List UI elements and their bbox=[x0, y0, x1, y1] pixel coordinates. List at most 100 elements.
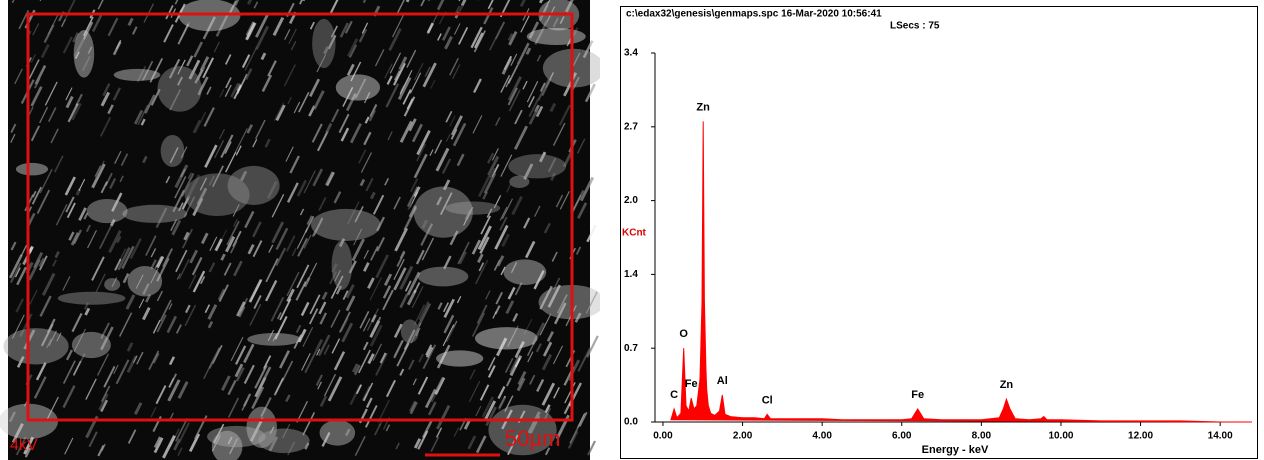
texture-streak bbox=[224, 84, 232, 97]
texture-streak bbox=[528, 21, 540, 39]
texture-streak bbox=[535, 105, 544, 118]
texture-streak bbox=[137, 104, 149, 126]
texture-streak bbox=[290, 40, 297, 51]
texture-streak bbox=[517, 370, 527, 386]
texture-streak bbox=[188, 274, 197, 290]
texture-streak bbox=[435, 376, 444, 391]
texture-streak bbox=[443, 314, 455, 334]
texture-streak bbox=[40, 323, 54, 347]
texture-streak bbox=[48, 330, 57, 347]
texture-streak bbox=[376, 216, 385, 232]
texture-streak bbox=[171, 219, 182, 236]
texture-streak bbox=[163, 24, 174, 43]
texture-streak bbox=[544, 404, 551, 414]
texture-streak bbox=[15, 436, 27, 456]
texture-streak bbox=[39, 295, 52, 317]
texture-streak bbox=[407, 202, 413, 211]
texture-streak bbox=[91, 256, 105, 281]
texture-blob bbox=[247, 333, 302, 346]
texture-streak bbox=[265, 280, 278, 302]
texture-streak bbox=[28, 59, 40, 80]
texture-streak bbox=[281, 360, 294, 382]
texture-streak bbox=[202, 57, 215, 79]
peak-label: Zn bbox=[696, 101, 710, 113]
texture-streak bbox=[385, 424, 391, 432]
texture-streak bbox=[71, 312, 83, 333]
texture-streak bbox=[52, 259, 58, 267]
texture-streak bbox=[111, 277, 118, 288]
texture-streak bbox=[452, 320, 458, 329]
texture-blob bbox=[211, 430, 243, 460]
texture-streak bbox=[331, 263, 338, 273]
texture-streak bbox=[417, 302, 432, 327]
texture-streak bbox=[449, 230, 459, 246]
texture-streak bbox=[220, 253, 226, 261]
texture-streak bbox=[508, 89, 521, 112]
texture-streak bbox=[491, 148, 499, 161]
texture-streak bbox=[114, 150, 122, 164]
chart-frame bbox=[620, 6, 1258, 459]
texture-streak bbox=[473, 32, 484, 49]
texture-streak bbox=[476, 304, 488, 324]
texture-streak bbox=[350, 61, 362, 82]
texture-streak bbox=[204, 304, 211, 314]
texture-streak bbox=[64, 437, 74, 455]
texture-streak bbox=[426, 22, 434, 34]
x-tick-label: 0.00 bbox=[653, 431, 673, 442]
texture-streak bbox=[302, 327, 314, 348]
texture-streak bbox=[165, 175, 171, 184]
texture-streak bbox=[62, 360, 76, 384]
texture-streak bbox=[274, 378, 284, 394]
texture-streak bbox=[345, 284, 355, 299]
texture-streak bbox=[178, 422, 191, 444]
texture-streak bbox=[271, 221, 285, 244]
texture-streak bbox=[184, 304, 197, 327]
texture-streak bbox=[541, 382, 556, 406]
texture-streak bbox=[526, 342, 535, 357]
texture-streak bbox=[520, 15, 530, 33]
texture-streak bbox=[553, 277, 561, 290]
texture-streak bbox=[399, 293, 409, 309]
texture-streak bbox=[429, 149, 434, 157]
texture-streak bbox=[108, 230, 122, 254]
texture-streak bbox=[111, 192, 123, 212]
texture-streak bbox=[275, 104, 286, 122]
texture-streak bbox=[119, 175, 124, 183]
texture-streak bbox=[316, 348, 321, 356]
texture-streak bbox=[67, 103, 79, 123]
texture-streak bbox=[72, 360, 82, 376]
texture-streak bbox=[203, 107, 215, 127]
texture-blob bbox=[509, 175, 530, 188]
texture-streak bbox=[269, 426, 275, 435]
texture-streak bbox=[345, 428, 351, 437]
texture-streak bbox=[279, 298, 292, 321]
texture-streak bbox=[133, 109, 144, 125]
texture-streak bbox=[255, 119, 266, 140]
texture-streak bbox=[575, 246, 582, 255]
texture-streak bbox=[99, 224, 113, 249]
texture-streak bbox=[175, 249, 188, 273]
texture-streak bbox=[31, 186, 42, 205]
texture-streak bbox=[155, 207, 168, 228]
texture-streak bbox=[289, 155, 300, 174]
texture-streak bbox=[574, 312, 582, 323]
texture-streak bbox=[587, 440, 596, 456]
texture-streak bbox=[370, 314, 377, 323]
texture-streak bbox=[35, 362, 47, 381]
texture-streak bbox=[318, 301, 327, 315]
texture-streak bbox=[234, 128, 248, 153]
texture-streak bbox=[95, 160, 105, 179]
texture-streak bbox=[330, 25, 338, 38]
texture-streak bbox=[353, 364, 361, 376]
texture-streak bbox=[60, 18, 67, 28]
texture-streak bbox=[489, 25, 503, 51]
texture-streak bbox=[285, 235, 296, 252]
texture-streak bbox=[299, 0, 303, 5]
texture-streak bbox=[500, 74, 511, 93]
texture-streak bbox=[487, 152, 495, 164]
texture-streak bbox=[252, 138, 258, 148]
texture-streak bbox=[293, 101, 301, 114]
texture-streak bbox=[265, 258, 279, 283]
texture-streak bbox=[344, 20, 353, 34]
